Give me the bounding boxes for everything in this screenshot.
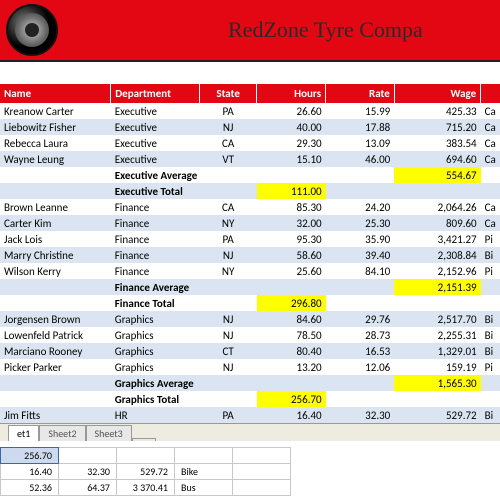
table-row[interactable]: Jack LoisFinancePA95.3035.903,421.27Pi [0,231,500,247]
table-row[interactable]: Wayne LeungExecutiveVT15.1046.00694.60Ca [0,151,500,167]
cell[interactable]: 3 370.41 [117,480,175,496]
table-row[interactable]: Jorgensen BrownGraphicsNJ84.6029.762,517… [0,311,500,327]
payroll-table[interactable]: Name Department State Hours Rate Wage Kr… [0,84,500,423]
table-row[interactable]: Jim FittsHRPA16.4032.30529.72Bi [0,407,500,423]
tire-logo-icon [6,4,58,56]
cell[interactable]: 32.30 [59,464,117,480]
summary-total: Graphics Total256.70 [0,391,500,407]
tab-sheet1[interactable]: et1 [8,425,39,441]
table-row[interactable]: Picker ParkerGraphicsNJ13.2012.06159.19P… [0,359,500,375]
secondary-grid[interactable]: 256.7016.4032.30529.72Bike 52.3664.373 37… [0,447,500,496]
summary-total: Finance Total296.80 [0,295,500,311]
table-row[interactable]: Carter KimFinanceNY32.0025.30809.60Ca [0,215,500,231]
cell[interactable] [233,448,291,464]
cell[interactable]: Bus [175,480,233,496]
cell[interactable] [175,448,233,464]
table-row[interactable]: Brown LeanneFinanceCA85.3024.202,064.26C… [0,199,500,215]
cell[interactable] [117,448,175,464]
header-row: Name Department State Hours Rate Wage [0,84,500,103]
brand-header: RedZone Tyre Compa [0,0,500,62]
summary-average: Graphics Average1,565.30 [0,375,500,391]
summary-average: Executive Average554.67 [0,167,500,183]
cell[interactable]: Bike [175,464,233,480]
table-row[interactable]: Wilson KerryFinanceNY25.6084.102,152.96P… [0,263,500,279]
col-rate[interactable]: Rate [326,84,395,103]
cell[interactable]: 64.37 [59,480,117,496]
company-name: RedZone Tyre Compa [228,17,423,43]
cell[interactable]: 529.72 [117,464,175,480]
cell[interactable] [59,448,117,464]
table-row[interactable]: Marciano RooneyGraphicsCT80.4016.531,329… [0,343,500,359]
col-state[interactable]: State [199,84,257,103]
col-hours[interactable]: Hours [257,84,326,103]
col-department[interactable]: Department [111,84,200,103]
tab-new[interactable] [132,438,156,441]
summary-average: Finance Average2,151.39 [0,279,500,295]
cell[interactable]: 52.36 [1,480,59,496]
cell[interactable] [233,480,291,496]
cell[interactable] [233,464,291,480]
summary-total: Executive Total111.00 [0,183,500,199]
tab-sheet2[interactable]: Sheet2 [39,425,85,441]
table-row[interactable]: Kreanow CarterExecutivePA26.6015.99425.3… [0,103,500,119]
tab-sheet3[interactable]: Sheet3 [86,425,132,441]
table-row[interactable]: Rebecca LauraExecutiveCA29.3013.09383.54… [0,135,500,151]
table-row[interactable]: Lowenfeld PatrickGraphicsNJ78.5028.732,2… [0,327,500,343]
col-wage[interactable]: Wage [394,84,480,103]
sheet-tabs[interactable]: et1 Sheet2 Sheet3 [0,423,500,441]
cell[interactable]: 16.40 [1,464,59,480]
table-row[interactable]: Marry ChristineFinanceNJ58.6039.402,308.… [0,247,500,263]
cell[interactable]: 256.70 [1,448,59,464]
col-extra [481,84,500,103]
table-row[interactable]: Liebowitz FisherExecutiveNJ40.0017.88715… [0,119,500,135]
col-name[interactable]: Name [0,84,111,103]
